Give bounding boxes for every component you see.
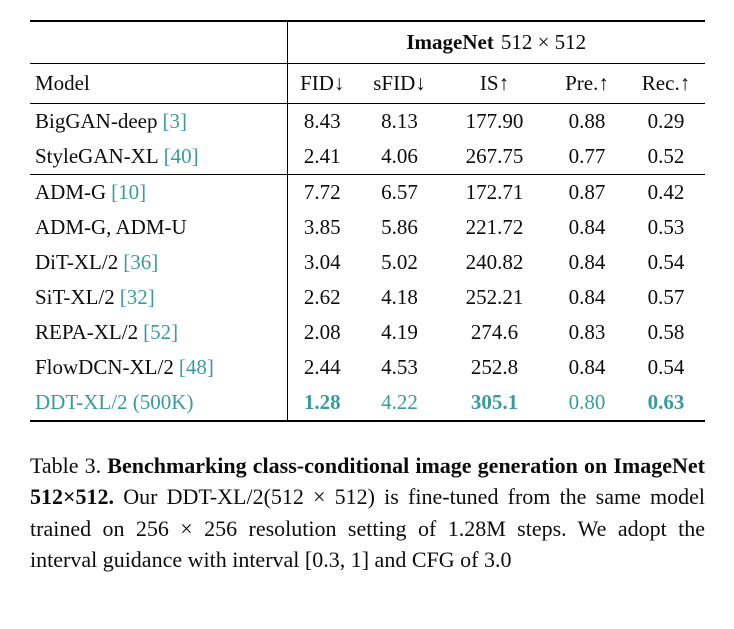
cell-model: SiT-XL/2 [32] [30, 280, 287, 315]
model-name: FlowDCN-XL/2 [35, 355, 174, 379]
cell-is: 267.75 [442, 139, 547, 175]
cell-model: REPA-XL/2 [52] [30, 315, 287, 350]
table-row: FlowDCN-XL/2 [48] 2.44 4.53 252.8 0.84 0.… [30, 350, 705, 385]
cell-sfid: 4.18 [381, 285, 418, 309]
table-group-diffusion: ADM-G [10] 7.72 6.57 172.71 0.87 0.42 ADM… [30, 174, 705, 421]
caption-title: Benchmarking class-conditional image gen… [30, 453, 705, 510]
col-header-fid: FID↓ [286, 63, 357, 104]
model-name: DiT-XL/2 [35, 250, 119, 274]
cell-pre: 0.77 [547, 139, 627, 175]
imagenet-header: ImageNet 512 × 512 [286, 21, 705, 64]
cell-model: ADM-G [10] [30, 175, 287, 211]
table-row: DiT-XL/2 [36] 3.04 5.02 240.82 0.84 0.54 [30, 245, 705, 280]
cell-fid: 8.43 [286, 103, 357, 139]
dataset-name: ImageNet [406, 30, 494, 54]
cell-is: 221.72 [465, 215, 524, 239]
table-row: REPA-XL/2 [52] 2.08 4.19 274.6 0.83 0.58 [30, 315, 705, 350]
cell-pre: 0.80 [568, 390, 606, 414]
cell-model: FlowDCN-XL/2 [48] [30, 350, 287, 385]
cell-pre: 0.88 [568, 109, 606, 133]
table-row: BigGAN-deep [3] 8.43 8.13 177.90 0.88 0.2… [30, 103, 705, 140]
cell-rec: 0.42 [647, 180, 685, 204]
table-row-ddt-highlight: DDT-XL/2 (500K) 1.28 4.22 305.1 0.80 0.6… [30, 385, 705, 421]
citation-link[interactable]: [36] [123, 250, 159, 274]
col-header-pre: Pre.↑ [547, 63, 627, 104]
cell-sfid: 5.02 [381, 250, 418, 274]
cell-rec: 0.63 [647, 390, 685, 414]
col-header-model: Model [30, 63, 287, 104]
model-name: ADM-G [35, 180, 107, 204]
cell-model: DiT-XL/2 [36] [30, 245, 287, 280]
table-group-gan: BigGAN-deep [3] 8.43 8.13 177.90 0.88 0.2… [30, 103, 705, 175]
citation-link[interactable]: [40] [163, 144, 199, 168]
cell-rec: 0.54 [647, 250, 685, 274]
cell-fid: 3.85 [286, 210, 357, 245]
resolution-label: 512 × 512 [500, 30, 587, 54]
cell-model: BigGAN-deep [3] [30, 104, 287, 140]
cell-pre: 0.84 [568, 285, 606, 309]
col-header-sfid: sFID↓ [357, 63, 442, 104]
cell-fid: 1.28 [286, 385, 357, 421]
cell-pre: 0.87 [568, 180, 606, 204]
table-caption: Table 3. Benchmarking class-conditional … [30, 450, 705, 576]
cell-rec: 0.54 [647, 355, 685, 379]
cell-model: DDT-XL/2 (500K) [30, 385, 287, 421]
cell-is: 240.82 [465, 250, 524, 274]
cell-fid: 2.62 [286, 280, 357, 315]
table-row: ADM-G [10] 7.72 6.57 172.71 0.87 0.42 [30, 174, 705, 211]
citation-link[interactable]: [10] [111, 180, 147, 204]
table-row: SiT-XL/2 [32] 2.62 4.18 252.21 0.84 0.57 [30, 280, 705, 315]
caption-label: Table 3. [30, 453, 102, 478]
citation-link[interactable]: [52] [143, 320, 179, 344]
model-name: ADM-G, ADM-U [35, 215, 187, 239]
cell-is: 172.71 [465, 180, 524, 204]
cell-sfid: 4.22 [381, 390, 418, 414]
cell-model: ADM-G, ADM-U [30, 210, 287, 245]
cell-pre: 0.83 [568, 320, 606, 344]
table-row: ADM-G, ADM-U 3.85 5.86 221.72 0.84 0.53 [30, 210, 705, 245]
cell-sfid: 4.53 [381, 355, 418, 379]
cell-is: 305.1 [470, 390, 519, 414]
empty-corner-cell [30, 21, 287, 64]
cell-pre: 0.84 [568, 355, 606, 379]
benchmark-table: ImageNet 512 × 512 Model FID↓ sFID↓ IS↑ P… [30, 20, 705, 422]
cell-sfid: 4.19 [381, 320, 418, 344]
cell-rec: 0.57 [647, 285, 685, 309]
col-header-rec: Rec.↑ [627, 63, 705, 104]
cell-is: 274.6 [470, 320, 519, 344]
model-name: StyleGAN-XL [35, 144, 159, 168]
cell-is: 177.90 [465, 109, 524, 133]
caption-body: Our DDT-XL/2(512 × 512) is fine-tuned fr… [30, 484, 705, 573]
table-row: StyleGAN-XL [40] 2.41 4.06 267.75 0.77 0.… [30, 139, 705, 175]
citation-link[interactable]: [48] [178, 355, 214, 379]
cell-fid: 7.72 [286, 174, 357, 210]
cell-rec: 0.29 [647, 109, 685, 133]
cell-sfid: 5.86 [381, 215, 418, 239]
cell-is: 252.8 [470, 355, 519, 379]
table-group-header-row: ImageNet 512 × 512 [30, 21, 705, 64]
cell-rec: 0.53 [647, 215, 685, 239]
citation-link[interactable]: [3] [162, 109, 187, 133]
col-header-is: IS↑ [442, 63, 547, 104]
model-name: DDT-XL/2 (500K) [35, 390, 194, 414]
cell-rec: 0.58 [647, 320, 685, 344]
cell-sfid: 8.13 [381, 109, 418, 133]
model-name: SiT-XL/2 [35, 285, 115, 309]
cell-sfid: 4.06 [357, 139, 442, 175]
model-name: BigGAN-deep [35, 109, 158, 133]
cell-pre: 0.84 [568, 215, 606, 239]
cell-fid: 3.04 [286, 245, 357, 280]
model-name: REPA-XL/2 [35, 320, 139, 344]
cell-sfid: 6.57 [381, 180, 418, 204]
cell-fid: 2.44 [286, 350, 357, 385]
cell-is: 252.21 [465, 285, 524, 309]
table-column-header-row: Model FID↓ sFID↓ IS↑ Pre.↑ Rec.↑ [30, 63, 705, 104]
citation-link[interactable]: [32] [119, 285, 155, 309]
cell-model: StyleGAN-XL [40] [30, 139, 287, 175]
cell-pre: 0.84 [568, 250, 606, 274]
cell-fid: 2.08 [286, 315, 357, 350]
cell-fid: 2.41 [286, 139, 357, 175]
cell-rec: 0.52 [627, 139, 705, 175]
